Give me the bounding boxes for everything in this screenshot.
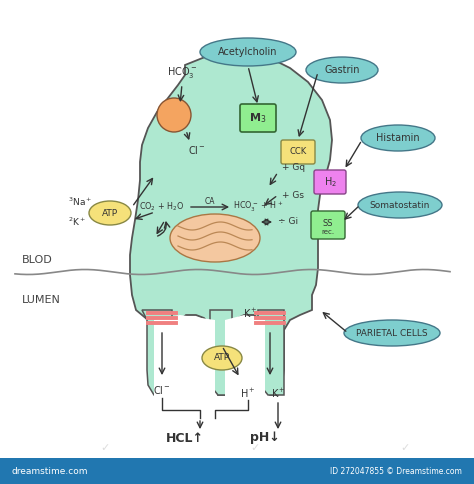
- Ellipse shape: [202, 346, 242, 370]
- Bar: [0, 458, 474, 484]
- Text: HCO$_3^-$: HCO$_3^-$: [167, 65, 197, 80]
- Text: LUMEN: LUMEN: [22, 295, 61, 305]
- Text: ATP: ATP: [102, 209, 118, 217]
- Text: Somatostatin: Somatostatin: [370, 200, 430, 210]
- Text: Acetylcholin: Acetylcholin: [218, 47, 278, 57]
- Polygon shape: [225, 315, 265, 400]
- Text: rec.: rec.: [321, 229, 335, 235]
- Text: pH↓: pH↓: [250, 432, 280, 444]
- Ellipse shape: [306, 57, 378, 83]
- Ellipse shape: [200, 38, 296, 66]
- Ellipse shape: [344, 320, 440, 346]
- Text: SS: SS: [323, 218, 333, 227]
- Text: ✓: ✓: [401, 443, 410, 453]
- Polygon shape: [258, 310, 284, 395]
- Polygon shape: [142, 310, 172, 395]
- Ellipse shape: [361, 125, 435, 151]
- Text: ✓: ✓: [250, 443, 260, 453]
- Polygon shape: [210, 310, 232, 395]
- Text: K$^+$: K$^+$: [271, 386, 285, 400]
- FancyBboxPatch shape: [311, 211, 345, 239]
- Ellipse shape: [170, 214, 260, 262]
- Polygon shape: [154, 315, 215, 400]
- Text: CO$_2$ + H$_2$O: CO$_2$ + H$_2$O: [139, 201, 185, 213]
- Ellipse shape: [358, 192, 442, 218]
- Text: Cl$^-$: Cl$^-$: [153, 384, 171, 396]
- Text: M$_3$: M$_3$: [249, 111, 267, 125]
- FancyBboxPatch shape: [281, 140, 315, 164]
- Ellipse shape: [89, 201, 131, 225]
- Text: ID 272047855 © Dreamstime.com: ID 272047855 © Dreamstime.com: [330, 467, 462, 475]
- Text: PARIETAL CELLS: PARIETAL CELLS: [356, 329, 428, 337]
- Text: Histamin: Histamin: [376, 133, 420, 143]
- Text: Gastrin: Gastrin: [324, 65, 360, 75]
- Ellipse shape: [157, 98, 191, 132]
- Text: dreamstime.com: dreamstime.com: [12, 467, 89, 475]
- FancyBboxPatch shape: [240, 104, 276, 132]
- Polygon shape: [130, 52, 332, 395]
- Text: HCL↑: HCL↑: [166, 432, 204, 444]
- Text: H$^+$: H$^+$: [240, 386, 256, 400]
- Text: K$^+$: K$^+$: [243, 306, 258, 319]
- Text: + Gq: + Gq: [282, 164, 305, 172]
- Text: CA: CA: [205, 197, 215, 207]
- Text: ATP: ATP: [214, 353, 230, 363]
- Text: Cl$^-$: Cl$^-$: [188, 144, 206, 156]
- Text: + Gs: + Gs: [282, 191, 304, 199]
- Text: $^2$K$^+$: $^2$K$^+$: [68, 216, 86, 228]
- FancyBboxPatch shape: [314, 170, 346, 194]
- Text: CCK: CCK: [289, 148, 307, 156]
- Text: H$_2$: H$_2$: [324, 175, 337, 189]
- Text: $^3$Na$^+$: $^3$Na$^+$: [68, 196, 92, 208]
- Text: ÷ Gi: ÷ Gi: [278, 217, 298, 227]
- Text: ✓: ✓: [100, 443, 109, 453]
- Text: HCO$_3^-$ + H$^+$: HCO$_3^-$ + H$^+$: [233, 200, 283, 214]
- Text: BLOD: BLOD: [22, 255, 53, 265]
